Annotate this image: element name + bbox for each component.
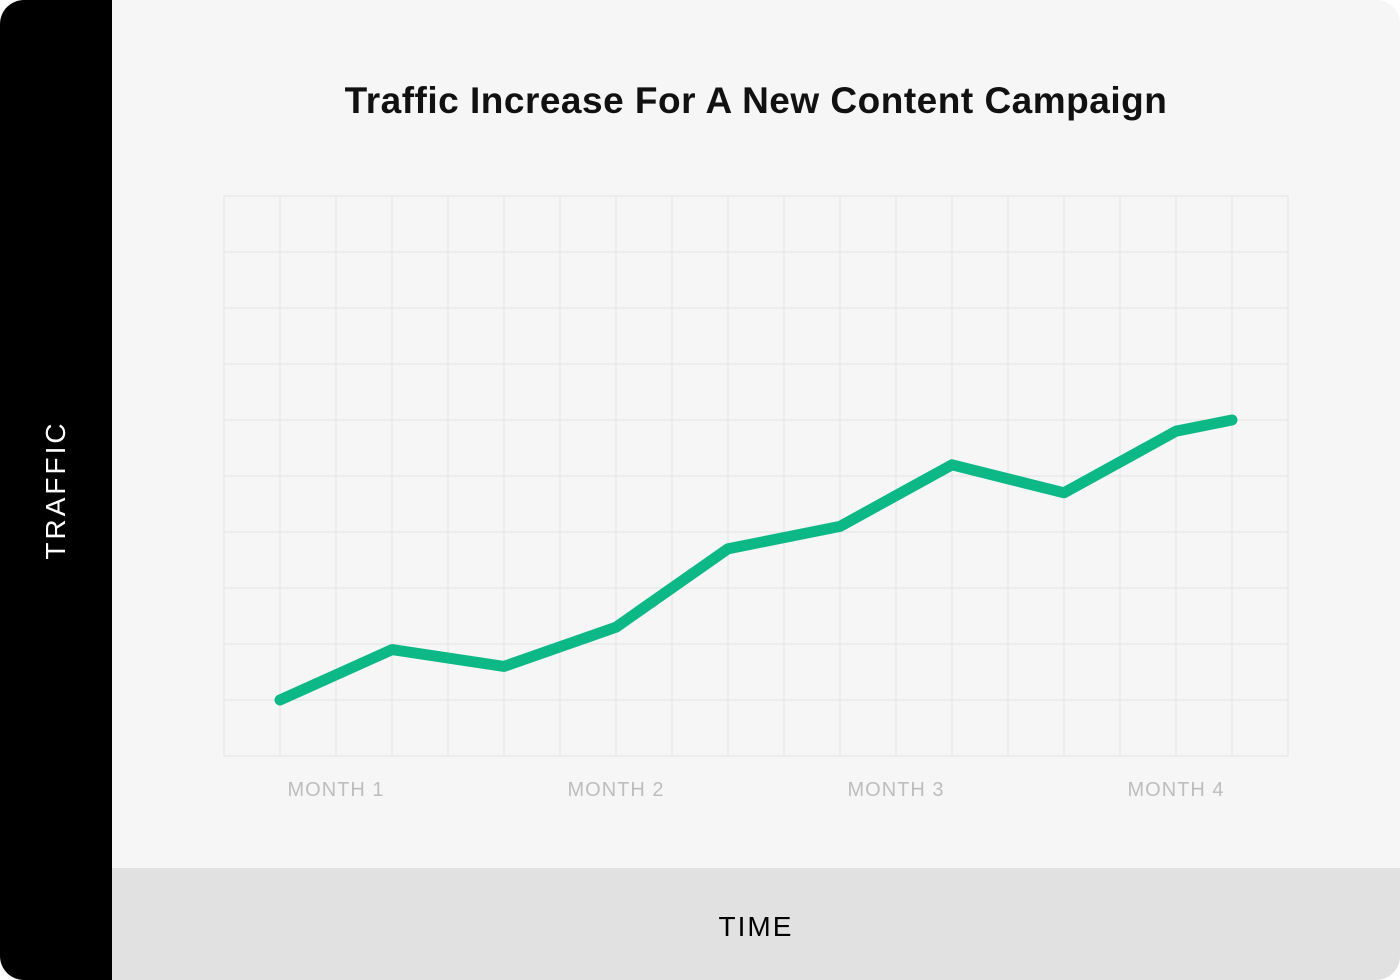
series-layer — [274, 414, 1238, 706]
x-tick-label: MONTH 2 — [568, 779, 665, 801]
grid — [223, 195, 1289, 757]
x-axis-band: TIME — [112, 868, 1400, 980]
x-tick-label: MONTH 3 — [848, 779, 945, 801]
x-axis-label: TIME — [718, 911, 794, 942]
x-tick-label: MONTH 1 — [288, 779, 385, 801]
x-tick-labels: MONTH 1 MONTH 2 MONTH 3 MONTH 4 — [288, 779, 1225, 801]
y-axis-band: TRAFFIC — [0, 0, 112, 980]
series-line — [274, 414, 1238, 706]
x-tick-label: MONTH 4 — [1128, 779, 1225, 801]
chart-title: Traffic Increase For A New Content Campa… — [344, 80, 1168, 121]
